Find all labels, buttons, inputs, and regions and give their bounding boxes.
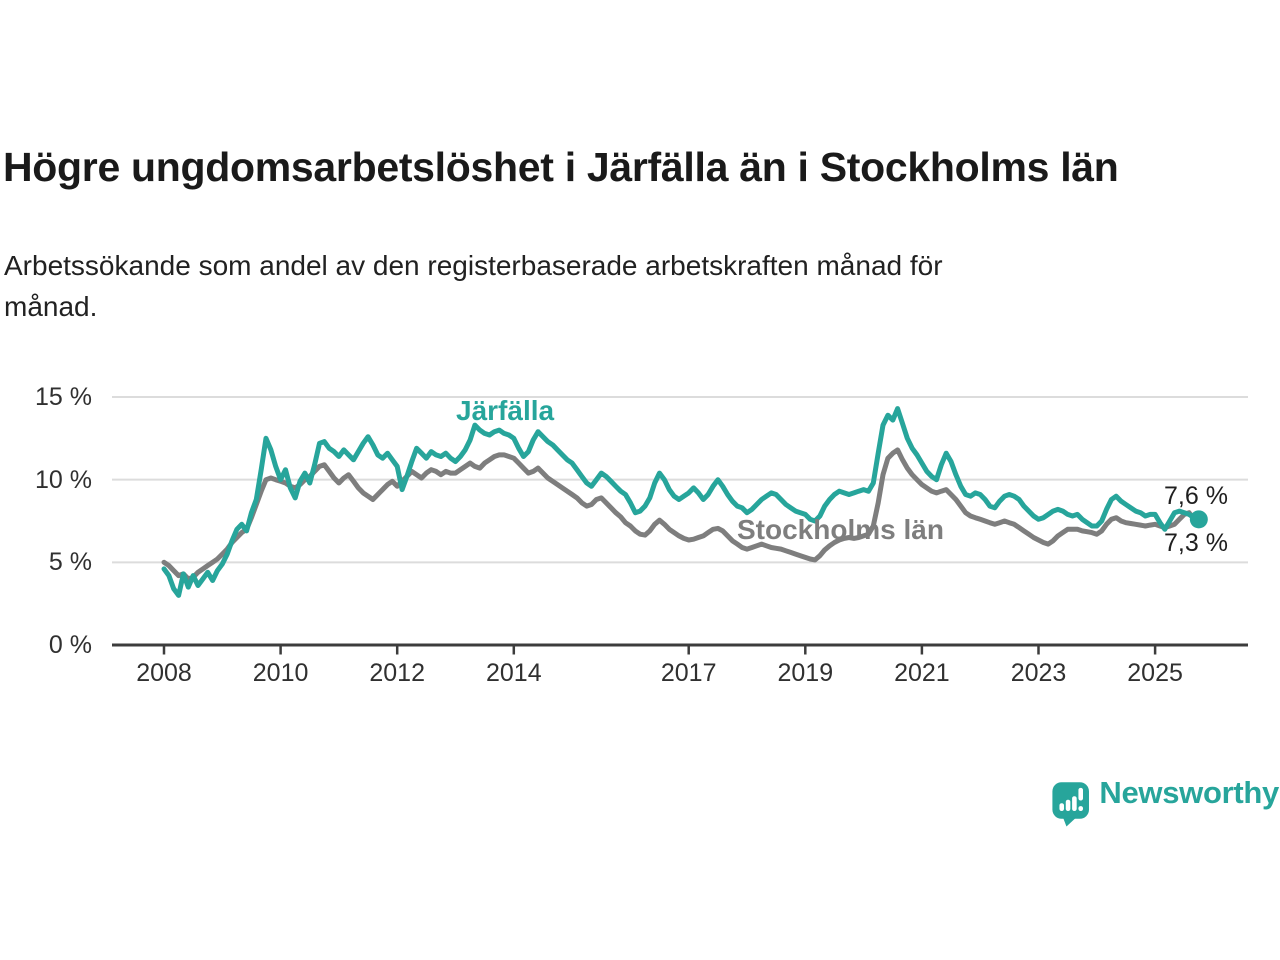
x-axis-label: 2019 (777, 659, 834, 687)
series-line-jarfalla (161, 406, 1202, 598)
x-axis-tick (687, 646, 690, 655)
page-title: Högre ungdomsarbetslöshet i Järfälla än … (3, 144, 1119, 190)
end-value-label-jarfalla: 7,6 % (1164, 482, 1228, 510)
end-value-label-stockholm: 7,3 % (1164, 529, 1228, 557)
x-axis-tick (279, 646, 282, 655)
x-axis-tick (162, 646, 166, 655)
x-axis-label: 2014 (485, 659, 542, 687)
x-axis-line (112, 643, 1248, 647)
y-axis-label: 0 % (48, 631, 92, 659)
x-axis-label: 2008 (136, 659, 192, 687)
x-axis-tick (512, 646, 516, 655)
x-axis-label: 2012 (369, 659, 425, 687)
series-label-jarfalla: Järfälla (456, 395, 555, 426)
x-axis-tick (1153, 646, 1157, 655)
series-line-stockholm (161, 447, 1202, 582)
subtitle-line-1: Arbetssökande som andel av den registerb… (4, 250, 943, 281)
x-axis-label: 2025 (1127, 659, 1183, 687)
x-axis-label: 2021 (894, 659, 950, 687)
y-axis-label: 15 % (35, 383, 92, 411)
x-axis-tick (1037, 646, 1040, 655)
newsworthy-logo-text: Newsworthy (1099, 775, 1279, 810)
y-axis-label: 10 % (35, 465, 92, 494)
x-axis-tick (804, 646, 807, 655)
series-label-stockholm: Stockholms län (737, 514, 944, 545)
end-dot (1189, 510, 1208, 529)
x-axis-label: 2010 (252, 659, 309, 687)
newsworthy-logo[interactable]: Newsworthy (1051, 771, 1279, 831)
x-axis-label: 2017 (660, 659, 717, 687)
x-axis-tick (395, 646, 399, 655)
x-axis-tick (920, 646, 924, 655)
newsworthy-logo-icon (1052, 782, 1089, 827)
subtitle-line-2: månad. (4, 291, 98, 322)
y-axis-label: 5 % (48, 548, 92, 577)
x-axis-label: 2023 (1010, 659, 1067, 687)
